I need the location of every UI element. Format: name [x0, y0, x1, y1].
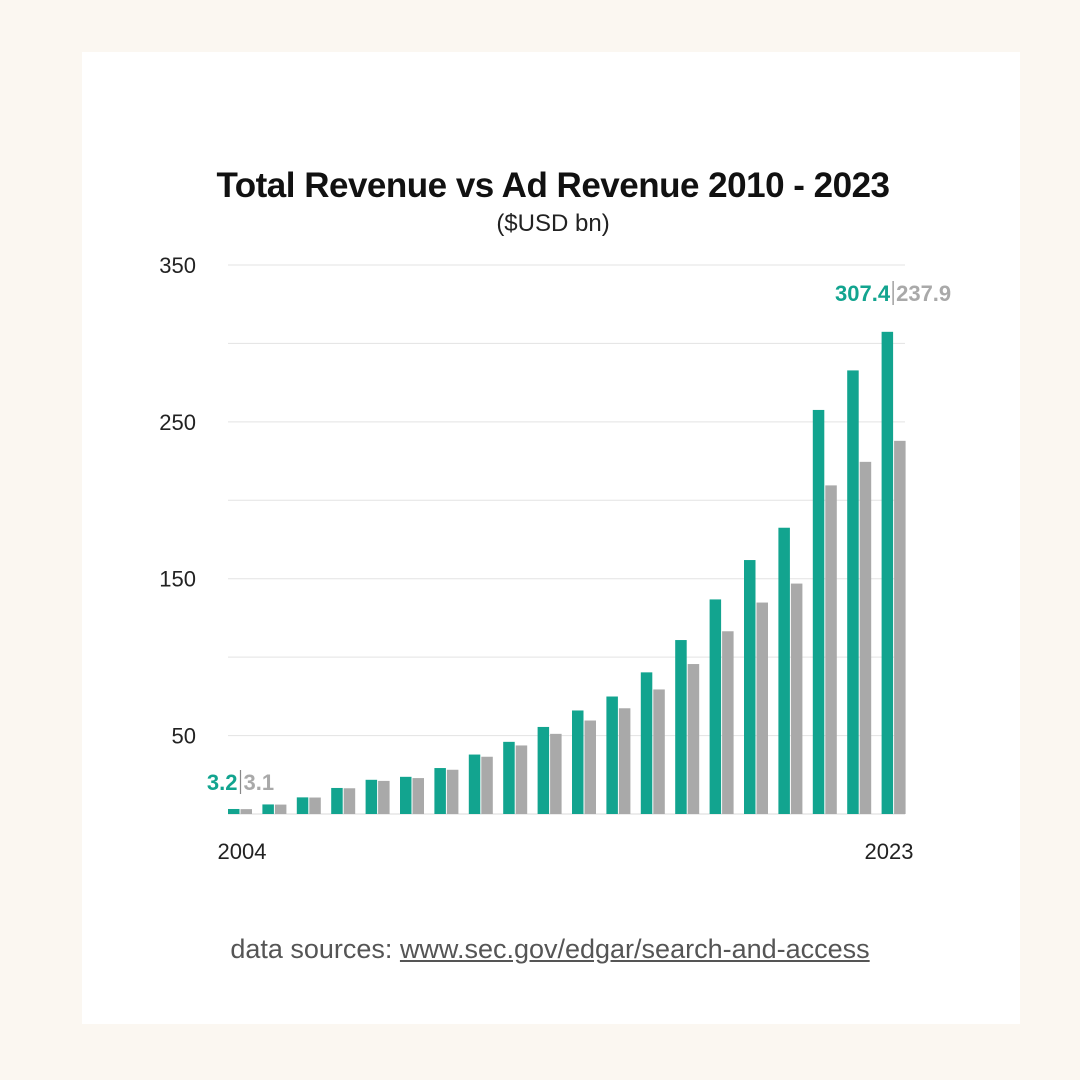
ad-revenue-bar — [274, 804, 287, 814]
total-revenue-bar — [400, 776, 412, 814]
x-tick-label: 2004 — [218, 839, 267, 864]
total-revenue-bar — [709, 599, 722, 814]
ad-revenue-bar — [825, 485, 837, 814]
total-revenue-bar — [675, 640, 687, 814]
total-revenue-bar — [812, 409, 825, 814]
total-revenue-bar — [434, 768, 446, 814]
ad-revenue-bar — [343, 788, 356, 814]
ad-revenue-bar — [378, 780, 390, 814]
y-tick-label: 350 — [159, 253, 196, 278]
total-revenue-bar — [847, 370, 859, 814]
chart-title: Total Revenue vs Ad Revenue 2010 - 2023 — [216, 166, 890, 205]
ad-revenue-bar — [515, 745, 528, 814]
ad-revenue-bar — [859, 461, 872, 814]
total-revenue-bar — [262, 804, 274, 814]
total-revenue-bar — [331, 787, 343, 814]
ad-revenue-bar — [550, 733, 562, 814]
chart-subtitle: ($USD bn) — [496, 210, 610, 237]
ad-revenue-bar — [481, 756, 493, 814]
total-revenue-bar — [606, 696, 618, 814]
total-revenue-bar — [537, 726, 550, 814]
ad-revenue-bar — [687, 664, 700, 814]
ad-revenue-bar — [618, 708, 631, 814]
first-value-ad-label: 3.1 — [244, 770, 275, 795]
total-revenue-bar — [228, 808, 240, 814]
total-revenue-bar — [503, 741, 515, 814]
data-source-note: data sources: www.sec.gov/edgar/search-a… — [0, 934, 1080, 965]
total-revenue-bar — [778, 527, 790, 814]
data-source-link[interactable]: www.sec.gov/edgar/search-and-access — [399, 934, 870, 964]
total-revenue-bar — [640, 672, 653, 814]
ad-revenue-bar — [412, 778, 424, 814]
y-tick-label: 250 — [159, 410, 196, 435]
ad-revenue-bar — [240, 809, 252, 814]
y-tick-label: 50 — [172, 724, 196, 749]
ad-revenue-bar — [756, 602, 768, 814]
ad-revenue-bar — [894, 440, 906, 814]
total-revenue-bar — [572, 710, 584, 814]
total-revenue-bar — [365, 779, 378, 814]
total-revenue-bar — [468, 754, 481, 814]
ad-revenue-bar — [653, 689, 665, 814]
first-value-total-label: 3.2 — [207, 770, 238, 795]
data-source-prefix: data sources: — [230, 934, 400, 964]
x-tick-label: 2023 — [865, 839, 914, 864]
total-revenue-bar — [296, 797, 309, 814]
y-tick-label: 150 — [159, 567, 196, 592]
ad-revenue-bar — [584, 720, 596, 814]
last-value-ad-label: 237.9 — [896, 281, 951, 306]
ad-revenue-bar — [790, 583, 803, 814]
total-revenue-bar — [744, 560, 756, 814]
ad-revenue-bar — [309, 797, 321, 814]
last-value-total-label: 307.4 — [835, 281, 891, 306]
total-revenue-bar — [881, 331, 894, 814]
ad-revenue-bar — [446, 769, 459, 814]
ad-revenue-bar — [722, 631, 734, 814]
